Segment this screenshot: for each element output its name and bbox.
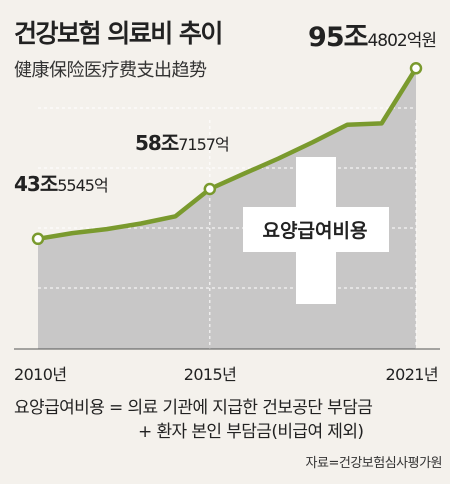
chart-subtitle: 健康保险医疗费支出趋势 — [14, 60, 207, 81]
footnote-line-1: 요양급여비용 = 의료 기관에 지급한 건보공단 부담금 — [14, 398, 373, 418]
chart-title: 건강보험 의료비 추이 — [14, 19, 223, 48]
series-points — [31, 62, 423, 246]
value-label-2015: 58조7157억 — [135, 131, 229, 155]
x-tick-label: 2021년 — [386, 365, 438, 384]
value-label-small: 4802억원 — [367, 31, 436, 51]
footnote: 요양급여비용 = 의료 기관에 지급한 건보공단 부담금 + 환자 본인 부담금… — [14, 396, 444, 444]
cross-symbol — [243, 157, 389, 304]
data-point-2021 — [409, 62, 423, 75]
series-line — [37, 67, 418, 242]
footnote-line-2: + 환자 본인 부담금(비급여 제외) — [138, 422, 364, 442]
value-label-small: 7157억 — [178, 135, 228, 154]
value-label-small: 5545억 — [57, 176, 107, 195]
source-note: 자료=건강보험심사평가원 — [305, 456, 443, 471]
data-point-2015 — [203, 182, 217, 196]
data-point-2010 — [31, 232, 45, 246]
value-label-big: 58조 — [135, 131, 179, 155]
area-label: 요양급여비용 — [263, 220, 368, 242]
value-label-2021: 95조4802억원 — [308, 22, 436, 53]
x-tick-label: 2010년 — [14, 365, 66, 384]
cross-horizontal-bar — [243, 207, 389, 252]
x-axis-ticks: 2010년 2015년 2021년 — [14, 365, 439, 384]
x-tick-label: 2015년 — [184, 365, 236, 384]
value-label-2010: 43조5545억 — [14, 172, 108, 196]
value-annotations: 43조5545억 58조7157억 95조4802억원 — [14, 22, 437, 196]
value-label-big: 43조 — [14, 172, 58, 196]
value-label-big: 95조 — [308, 22, 368, 53]
